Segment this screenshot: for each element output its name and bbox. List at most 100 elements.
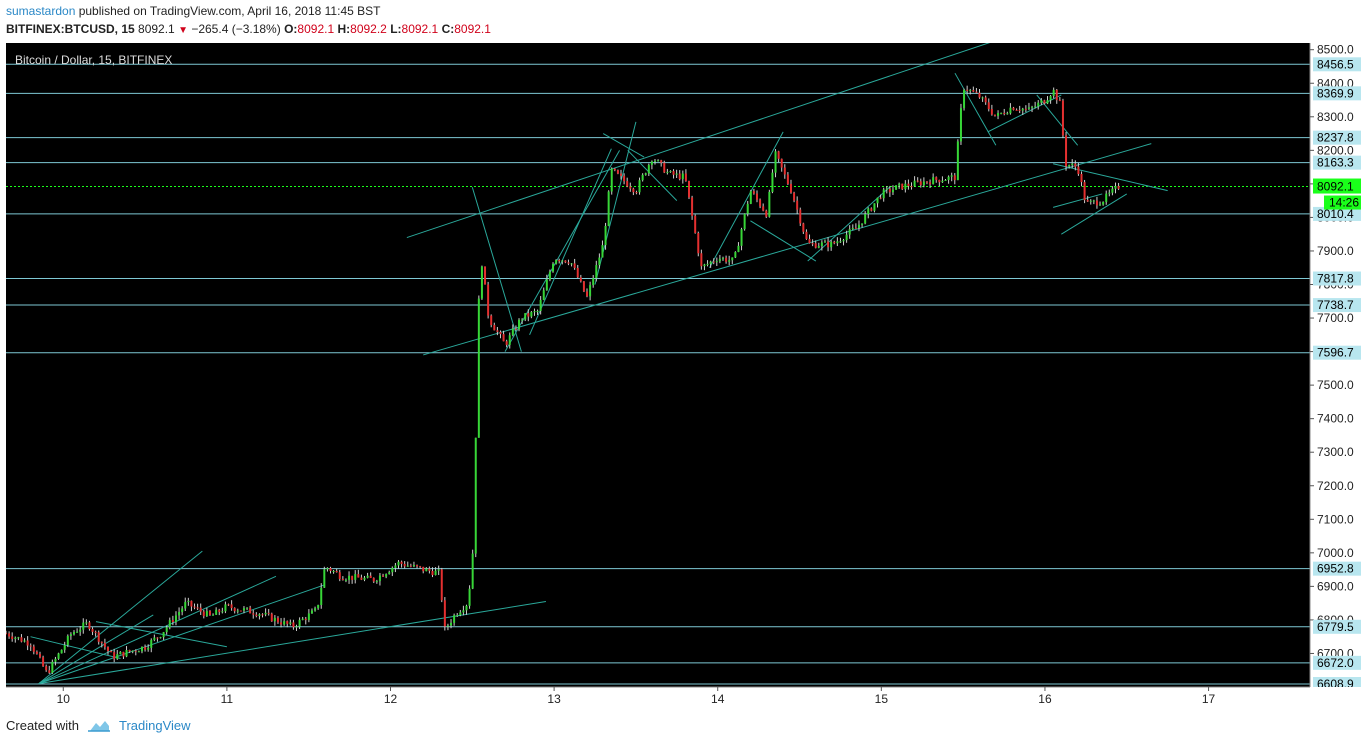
trend-line-14[interactable] xyxy=(423,143,1152,356)
candle-body xyxy=(1071,163,1074,166)
candle-body xyxy=(369,575,372,578)
candle-body xyxy=(876,197,879,204)
candle-body xyxy=(354,574,357,580)
x-tick-label: 12 xyxy=(384,692,398,706)
trend-line-19[interactable] xyxy=(987,94,1062,133)
level-label-bg xyxy=(1313,206,1361,221)
candle-body xyxy=(842,240,845,242)
candle-body xyxy=(836,241,839,244)
candle-body xyxy=(85,622,88,624)
candle-body xyxy=(789,183,792,193)
candle-body xyxy=(499,331,502,335)
candle-body xyxy=(987,102,990,110)
tradingview-link[interactable]: TradingView xyxy=(118,718,191,733)
candle-body xyxy=(904,183,907,190)
level-label-bg xyxy=(1313,271,1361,286)
trend-line-9[interactable] xyxy=(504,150,620,352)
trend-line-17[interactable] xyxy=(807,186,890,262)
trend-line-18[interactable] xyxy=(954,72,997,146)
candle-body xyxy=(147,647,150,650)
candle-body xyxy=(221,611,224,613)
author-link[interactable]: sumastardon xyxy=(6,4,76,18)
trend-line-2[interactable] xyxy=(38,584,326,685)
candle-body xyxy=(184,601,187,609)
candle-body xyxy=(249,607,252,614)
candle-body xyxy=(273,617,276,622)
candle-body xyxy=(799,209,802,224)
candle-body xyxy=(666,171,669,173)
trend-line-0[interactable] xyxy=(38,550,203,685)
candle-body xyxy=(1046,100,1049,104)
candle-body xyxy=(1021,108,1024,111)
x-tick-label: 10 xyxy=(57,692,71,706)
candle-body xyxy=(1074,163,1077,167)
trend-line-6[interactable] xyxy=(30,636,121,659)
level-label: 7738.7 xyxy=(1317,298,1354,312)
candle-body xyxy=(555,259,558,264)
trend-line-11[interactable] xyxy=(594,121,637,285)
high-label: H: xyxy=(337,22,351,36)
candle-body xyxy=(363,577,366,580)
candle-body xyxy=(1058,100,1061,102)
candle-body xyxy=(755,193,758,200)
candle-body xyxy=(1009,107,1012,114)
candle-body xyxy=(480,266,483,299)
trend-line-5[interactable] xyxy=(95,621,227,648)
candle-body xyxy=(817,246,820,248)
candle-body xyxy=(567,262,570,264)
published-text: published on TradingView.com, April 16, … xyxy=(75,4,381,18)
trend-line-21[interactable] xyxy=(1061,193,1128,235)
chart-area[interactable]: 6700.06800.06900.07000.07100.07200.07300… xyxy=(6,43,1364,707)
candle-body xyxy=(20,637,23,642)
candle-body xyxy=(471,553,474,589)
level-label-bg xyxy=(1313,655,1361,670)
trend-line-7[interactable] xyxy=(471,187,522,352)
y-tick-label: 8300.0 xyxy=(1317,110,1354,124)
symbol-label: BITFINEX:BTCUSD, 15 xyxy=(6,22,135,36)
candle-body xyxy=(762,206,765,211)
candle-body xyxy=(119,651,122,655)
candle-body xyxy=(564,260,567,263)
candle-body xyxy=(802,223,805,232)
candle-body xyxy=(252,613,255,615)
price-axis[interactable] xyxy=(1310,43,1364,687)
candle-body xyxy=(505,341,508,345)
candle-body xyxy=(725,257,728,262)
candle-body xyxy=(922,181,925,186)
candle-body xyxy=(966,89,969,91)
trend-line-3[interactable] xyxy=(38,575,277,685)
candle-body xyxy=(385,574,388,577)
candle-body xyxy=(740,229,743,246)
candle-body xyxy=(394,565,397,568)
open-label: O: xyxy=(284,22,298,36)
trend-line-16[interactable] xyxy=(750,220,817,262)
trend-line-12[interactable] xyxy=(602,133,645,158)
trend-line-8[interactable] xyxy=(406,43,1029,239)
countdown-label: 14:26 xyxy=(1329,196,1359,210)
trend-line-22[interactable] xyxy=(1053,163,1168,192)
candle-body xyxy=(743,213,746,230)
candle-body xyxy=(17,637,20,639)
candle-body xyxy=(675,173,678,175)
time-axis[interactable] xyxy=(6,687,1364,707)
level-label: 6952.8 xyxy=(1317,562,1354,576)
candle-body xyxy=(601,245,604,258)
candle-body xyxy=(935,177,938,180)
candle-body xyxy=(63,645,66,650)
candle-body xyxy=(975,91,978,93)
trend-line-23[interactable] xyxy=(1053,193,1103,208)
price-chart[interactable]: 6700.06800.06900.07000.07100.07200.07300… xyxy=(6,43,1364,707)
candle-body xyxy=(687,180,690,198)
trend-line-15[interactable] xyxy=(709,131,784,268)
candle-body xyxy=(993,114,996,116)
candle-body xyxy=(88,622,91,630)
trend-line-4[interactable] xyxy=(38,614,154,685)
trend-line-13[interactable] xyxy=(627,149,678,201)
candle-body xyxy=(6,633,7,635)
candle-body xyxy=(292,622,295,628)
candle-body xyxy=(669,171,672,173)
trend-line-1[interactable] xyxy=(38,600,547,685)
level-label-bg xyxy=(1313,57,1361,72)
candle-body xyxy=(545,279,548,291)
trend-line-10[interactable] xyxy=(529,148,612,336)
